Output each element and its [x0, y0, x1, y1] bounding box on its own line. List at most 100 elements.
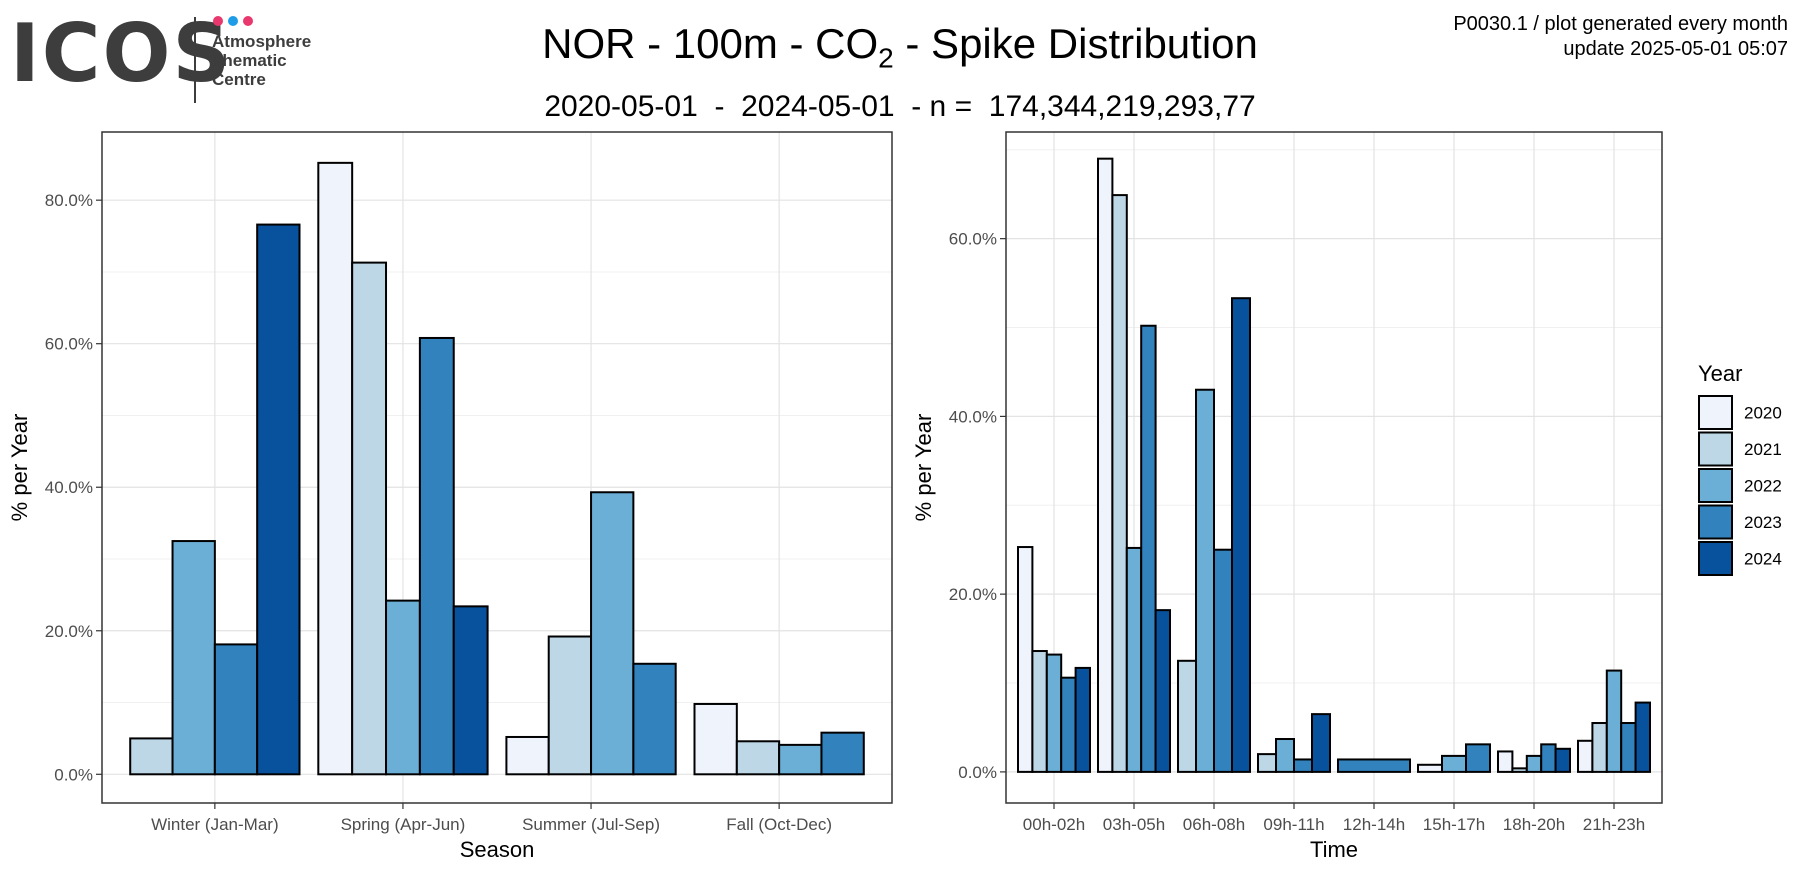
bar-2021-2 [1111, 194, 1128, 773]
bar-2024-2 [452, 605, 489, 776]
bar-2023-4 [1293, 758, 1313, 773]
bar-2024-2 [1154, 609, 1171, 773]
y-tick-label: 20.0% [949, 585, 997, 604]
x-tick-label: 15h-17h [1423, 815, 1485, 834]
x-tick-label: 00h-02h [1023, 815, 1085, 834]
bar-2021-2 [351, 261, 388, 776]
x-tick-label: 12h-14h [1343, 815, 1405, 834]
x-axis-title: Time [1310, 837, 1358, 862]
x-tick-label: 06h-08h [1183, 815, 1245, 834]
legend-key-2023 [1698, 504, 1733, 540]
legend-key-2021 [1698, 431, 1733, 467]
panel-border-2 [1005, 131, 1663, 804]
bar-2023-4 [820, 731, 865, 776]
bar-2021-8 [1591, 722, 1608, 773]
title-subscript: 2 [878, 42, 894, 74]
title-end: - Spike Distribution [893, 20, 1258, 67]
bar-2023-7 [1540, 743, 1557, 773]
bar-2021-4 [735, 740, 781, 776]
y-tick-label: 0.0% [54, 765, 93, 784]
bar-2023-8 [1620, 722, 1637, 773]
bar-2021-7 [1511, 767, 1528, 773]
bar-2021-1 [129, 737, 174, 776]
bar-2023-2 [418, 336, 455, 776]
legend-label-2021: 2021 [1744, 440, 1782, 459]
update-timestamp: update 2025-05-01 05:07 [1563, 38, 1788, 60]
bar-2021-3 [547, 635, 593, 776]
bar-2023-6 [1465, 743, 1491, 773]
panel-border-1 [101, 131, 893, 804]
logo-sub-line-2: Thematic [212, 51, 287, 70]
legend-label-2022: 2022 [1744, 477, 1782, 496]
bar-2020-6 [1417, 763, 1443, 773]
logo-wordmark: ICOS [10, 7, 233, 100]
bar-2022-2 [1125, 546, 1143, 773]
y-tick-label: 0.0% [958, 763, 997, 782]
bar-2020-1 [1017, 546, 1034, 773]
x-tick-label: 21h-23h [1583, 815, 1645, 834]
x-tick-label: 18h-20h [1503, 815, 1565, 834]
bar-2022-8 [1605, 669, 1623, 773]
x-tick-label: Fall (Oct-Dec) [726, 815, 832, 834]
bar-2024-1 [256, 223, 301, 776]
bar-2024-3 [1231, 297, 1251, 773]
bar-2020-2 [1097, 157, 1114, 773]
x-tick-label: Winter (Jan-Mar) [151, 815, 279, 834]
bar-2023-3 [632, 662, 677, 776]
title-main: NOR - 100m - CO [542, 20, 879, 67]
chart-title: NOR - 100m - CO2 - Spike Distribution [0, 20, 1800, 74]
bar-2024-1 [1074, 666, 1091, 773]
icos-logo: ICOS Atmosphere Thematic Centre [0, 0, 330, 110]
y-tick-label: 20.0% [45, 622, 93, 641]
bar-2020-8 [1577, 739, 1594, 773]
logo-dot-3 [243, 16, 253, 26]
bar-2024-7 [1554, 747, 1571, 773]
legend-key-2020 [1698, 395, 1733, 430]
bar-2023-3 [1213, 548, 1233, 773]
logo-dot-1 [213, 16, 223, 26]
legend-key-2022 [1698, 468, 1733, 503]
y-axis-title: % per Year [911, 414, 936, 522]
bar-2022-7 [1525, 754, 1543, 773]
y-tick-label: 60.0% [45, 335, 93, 354]
logo-sub-line-3: Centre [212, 70, 266, 89]
x-tick-label: 09h-11h [1263, 815, 1324, 834]
x-tick-label: 03h-05h [1103, 815, 1165, 834]
x-tick-label: Summer (Jul-Sep) [522, 815, 660, 834]
bar-2020-2 [317, 161, 354, 776]
bar-2023-1 [1060, 676, 1077, 773]
x-axis-title: Season [460, 837, 535, 862]
bar-2022-1 [1045, 653, 1063, 773]
bar-2022-4 [778, 743, 823, 776]
bar-2022-6 [1441, 754, 1467, 773]
logo-dot-2 [228, 16, 238, 26]
y-tick-label: 40.0% [949, 407, 997, 426]
chart-subtitle: 2020-05-01 - 2024-05-01 - n = 174,344,21… [544, 90, 1256, 123]
bar-2021-1 [1031, 650, 1048, 773]
bar-2022-3 [1195, 388, 1215, 773]
y-tick-label: 40.0% [45, 478, 93, 497]
plot-meta-line: P0030.1 / plot generated every month [1453, 13, 1788, 35]
logo-sub-line-1: Atmosphere [212, 32, 312, 51]
bar-2022-3 [590, 491, 635, 776]
bar-2022-1 [171, 540, 216, 776]
bar-2023-5 [1337, 758, 1411, 773]
legend-key-2024 [1698, 541, 1733, 576]
bar-2021-4 [1257, 753, 1277, 773]
x-tick-label: Spring (Apr-Jun) [341, 815, 466, 834]
bar-2021-3 [1177, 659, 1197, 773]
bar-2020-7 [1497, 750, 1514, 773]
logo-divider [194, 17, 196, 103]
bar-2023-2 [1140, 324, 1157, 773]
bar-2020-4 [693, 702, 738, 776]
bar-2022-2 [385, 599, 421, 776]
legend-label-2023: 2023 [1744, 513, 1782, 532]
y-tick-label: 80.0% [45, 191, 93, 210]
legend-label-2020: 2020 [1744, 404, 1782, 423]
bar-2022-4 [1275, 738, 1295, 773]
y-axis-title: % per Year [7, 414, 32, 522]
legend-title: Year [1698, 361, 1742, 386]
bar-2020-3 [505, 735, 550, 776]
bar-2024-4 [1311, 713, 1331, 773]
